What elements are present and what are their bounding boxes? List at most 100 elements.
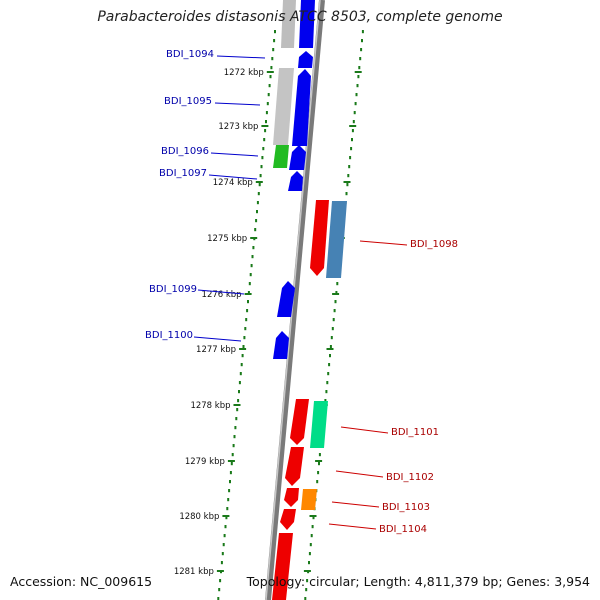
right-ring-kbp-mark <box>326 348 334 350</box>
kbp-label: 1279 kbp <box>185 457 225 467</box>
feature-red-6[interactable] <box>272 533 293 600</box>
kbp-tick <box>261 125 269 127</box>
right-ring-dot <box>305 588 308 592</box>
right-ring-dot <box>361 30 364 34</box>
left-ring-dot <box>220 561 223 565</box>
left-ring-dot <box>252 246 255 250</box>
gene-label-bdi-1104[interactable]: BDI_1104 <box>379 524 427 535</box>
feature-blue-6[interactable] <box>277 281 295 317</box>
left-ring-dot <box>265 111 268 115</box>
right-ring-dot <box>312 516 315 520</box>
kbp-label: 1281 kbp <box>174 567 214 577</box>
feature-blue-1[interactable] <box>299 0 315 48</box>
gene-label-bdi-1100[interactable]: BDI_1100 <box>145 330 193 341</box>
right-ring-dot <box>327 372 330 376</box>
right-ring-dot <box>330 336 333 340</box>
left-ring-dot <box>219 579 222 583</box>
right-ring-dot <box>326 381 329 385</box>
kbp-label: 1273 kbp <box>218 122 258 132</box>
label-leaders <box>193 55 408 530</box>
left-ring-dot <box>272 48 275 52</box>
right-ring-dot <box>306 579 309 583</box>
feature-blue-3[interactable] <box>292 69 311 146</box>
left-ring-dot <box>257 192 260 196</box>
left-ring-dot <box>242 345 245 349</box>
left-ring-dot <box>229 471 232 475</box>
feature-red-5[interactable] <box>280 509 296 530</box>
right-ring-kbp-mark <box>349 125 357 127</box>
right-ring-kbp-mark <box>315 460 323 462</box>
right-ring-dot <box>346 183 349 187</box>
gene-label-bdi-1101[interactable]: BDI_1101 <box>391 427 439 438</box>
right-ring-dot <box>324 399 327 403</box>
left-ring-dot <box>232 444 235 448</box>
left-ring-dot <box>254 228 257 232</box>
feature-red-4[interactable] <box>284 488 299 507</box>
feature-red-1[interactable] <box>310 200 329 276</box>
feature-green[interactable] <box>273 145 289 168</box>
right-ring-dot <box>352 120 355 124</box>
gene-label-bdi-1095[interactable]: BDI_1095 <box>164 96 212 107</box>
kbp-label: 1276 kbp <box>202 290 242 300</box>
right-ring-dot <box>351 138 353 142</box>
feature-blue-2[interactable] <box>298 51 313 68</box>
kbp-tick <box>244 293 252 295</box>
left-ring-dot <box>251 255 254 259</box>
kbp-label: 1280 kbp <box>179 512 219 522</box>
feature-blue-5[interactable] <box>288 171 303 191</box>
right-ring-dot <box>310 534 313 538</box>
feature-red-3[interactable] <box>285 447 304 486</box>
left-ring-dot <box>262 147 265 151</box>
right-ring-dot <box>354 102 357 106</box>
right-ring-dot <box>360 48 363 52</box>
left-ring-dot <box>256 201 259 205</box>
right-ring-dot <box>351 129 354 133</box>
left-ring-dot <box>217 597 220 600</box>
left-ring-dot <box>240 363 243 367</box>
feature-aqua[interactable] <box>310 401 328 448</box>
feature-steelblue[interactable] <box>326 201 347 278</box>
left-ring-dot <box>238 381 241 385</box>
left-ring-dot <box>259 174 262 178</box>
right-ring-dot <box>316 480 319 484</box>
feature-gray-1[interactable] <box>281 0 296 48</box>
left-ring-dot <box>270 66 273 70</box>
right-ring-dot <box>353 111 356 115</box>
left-ring-dot <box>224 525 227 529</box>
left-ring-dot <box>255 219 258 223</box>
left-ring-dot <box>229 480 231 484</box>
forward-gene-labels: BDI_1094 BDI_1095 BDI_1096 BDI_1097 BDI_… <box>145 49 214 341</box>
gene-label-bdi-1098[interactable]: BDI_1098 <box>410 239 458 250</box>
kbp-label: 1277 kbp <box>196 345 236 355</box>
right-ring-dot <box>333 309 336 313</box>
right-ring-dot <box>358 66 361 70</box>
left-ring-dot <box>265 120 267 124</box>
gene-label-bdi-1096[interactable]: BDI_1096 <box>161 146 209 157</box>
left-ring-dot <box>234 426 237 430</box>
feature-orange[interactable] <box>301 489 317 510</box>
feature-red-2[interactable] <box>290 399 309 445</box>
gene-label-bdi-1103[interactable]: BDI_1103 <box>382 502 430 513</box>
right-ring-dot <box>328 363 331 367</box>
left-ring-dot <box>248 282 251 286</box>
gene-label-bdi-1097[interactable]: BDI_1097 <box>159 168 207 179</box>
right-ring-dot <box>331 327 334 331</box>
left-ring-dot <box>264 129 267 133</box>
reverse-gene-labels: BDI_1098 BDI_1101 BDI_1102 BDI_1103 BDI_… <box>379 239 458 535</box>
gene-label-bdi-1094[interactable]: BDI_1094 <box>166 49 214 60</box>
right-ring-dot <box>350 147 353 151</box>
left-ring-dot <box>244 327 247 331</box>
left-ring-dot <box>226 507 229 511</box>
gene-label-bdi-1102[interactable]: BDI_1102 <box>386 472 434 483</box>
left-ring-dot <box>267 93 270 97</box>
feature-gray-2[interactable] <box>273 68 294 145</box>
right-ring-dot <box>334 300 337 304</box>
right-ring-dot <box>311 525 314 529</box>
left-ring-dot <box>268 84 271 88</box>
feature-blue-7[interactable] <box>273 331 289 359</box>
feature-blue-4[interactable] <box>289 145 306 170</box>
left-ring-dot <box>231 453 234 457</box>
kbp-scale: 1272 kbp 1273 kbp 1274 kbp 1275 kbp 1276 kbp… <box>174 68 274 577</box>
gene-label-bdi-1099[interactable]: BDI_1099 <box>149 284 197 295</box>
